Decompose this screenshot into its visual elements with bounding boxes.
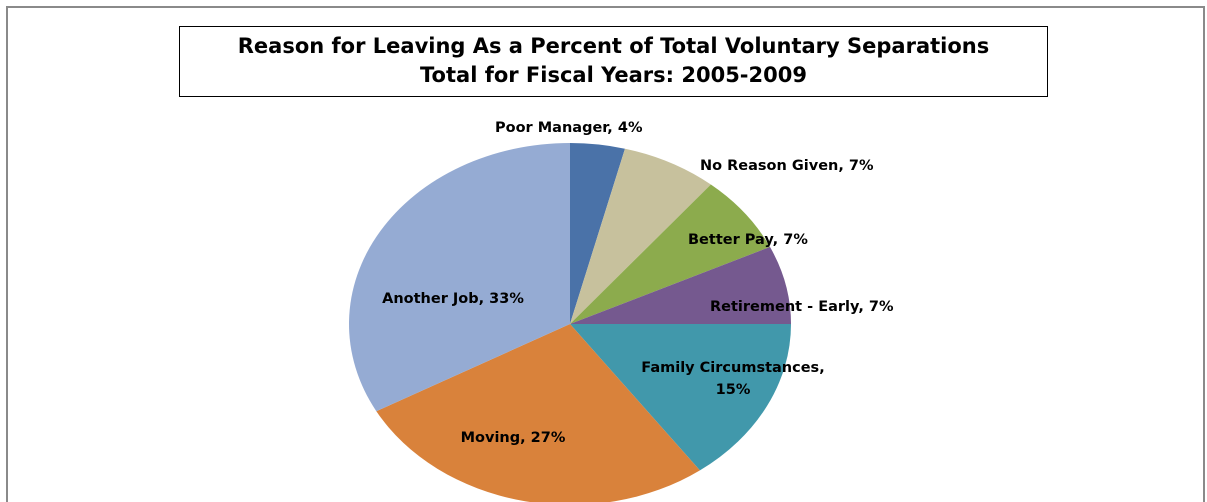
chart-title-box: Reason for Leaving As a Percent of Total… bbox=[179, 26, 1048, 97]
pie-slice-better-pay bbox=[570, 184, 770, 324]
chart-title: Reason for Leaving As a Percent of Total… bbox=[237, 34, 990, 58]
slice-label-another-job: Another Job, 33% bbox=[382, 291, 524, 307]
slice-label-no-reason-given: No Reason Given, 7% bbox=[700, 158, 874, 174]
pie-slices bbox=[349, 143, 791, 502]
slice-label-poor-manager: Poor Manager, 4% bbox=[495, 120, 643, 136]
pie-slice-family-circumstances bbox=[570, 324, 791, 471]
slice-label-moving: Moving, 27% bbox=[461, 430, 566, 446]
pie-slice-moving bbox=[376, 324, 700, 502]
slice-label-retirement-early: Retirement - Early, 7% bbox=[710, 299, 894, 315]
pie-slice-retirement-early bbox=[570, 246, 791, 324]
pie-slice-no-reason-given bbox=[570, 148, 711, 324]
chart-subtitle: Total for Fiscal Years: 2005-2009 bbox=[420, 63, 807, 87]
slice-label-better-pay: Better Pay, 7% bbox=[688, 232, 808, 248]
pie-slice-another-job bbox=[349, 143, 570, 412]
slice-label-family-circumstances: Family Circumstances, 15% bbox=[641, 360, 824, 398]
pie-slice-poor-manager bbox=[570, 143, 625, 324]
pie-labels: Poor Manager, 4% No Reason Given, 7% Bette… bbox=[382, 120, 894, 446]
